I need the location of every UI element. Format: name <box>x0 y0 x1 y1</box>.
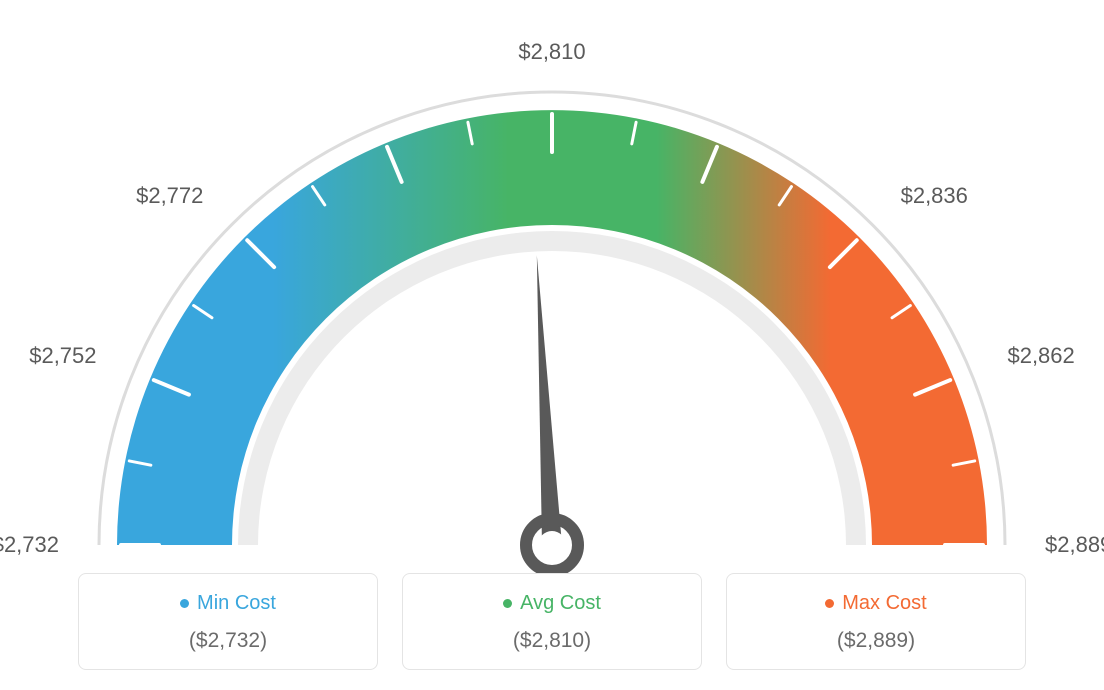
dot-icon <box>180 599 189 608</box>
scale-label: $2,752 <box>29 343 96 369</box>
gauge-area: $2,732 $2,752 $2,772 $2,810 $2,836 $2,862 $2,8… <box>0 0 1104 560</box>
legend-title-max: Max Cost <box>825 592 926 615</box>
legend-value-avg: ($2,810) <box>413 629 691 653</box>
legend-value-min: ($2,732) <box>89 629 367 653</box>
dot-icon <box>503 599 512 608</box>
scale-label: $2,772 <box>136 183 203 209</box>
legend-card-min: Min Cost ($2,732) <box>78 573 378 670</box>
scale-label: $2,810 <box>518 39 585 65</box>
scale-label: $2,862 <box>1007 343 1074 369</box>
legend-title-min: Min Cost <box>180 592 276 615</box>
legend-value-max: ($2,889) <box>737 629 1015 653</box>
legend-title-text: Max Cost <box>842 592 926 615</box>
scale-label: $2,889 <box>1045 532 1104 558</box>
legend-title-text: Min Cost <box>197 592 276 615</box>
legend-card-max: Max Cost ($2,889) <box>726 573 1026 670</box>
gauge-svg <box>22 20 1082 580</box>
dot-icon <box>825 599 834 608</box>
legend-title-text: Avg Cost <box>520 592 601 615</box>
legend-card-avg: Avg Cost ($2,810) <box>402 573 702 670</box>
legend-title-avg: Avg Cost <box>503 592 601 615</box>
scale-label: $2,836 <box>901 183 968 209</box>
cost-gauge-chart: $2,732 $2,752 $2,772 $2,810 $2,836 $2,862 $2,8… <box>0 0 1104 690</box>
legend-row: Min Cost ($2,732) Avg Cost ($2,810) Max … <box>0 573 1104 670</box>
scale-label: $2,732 <box>0 532 59 558</box>
